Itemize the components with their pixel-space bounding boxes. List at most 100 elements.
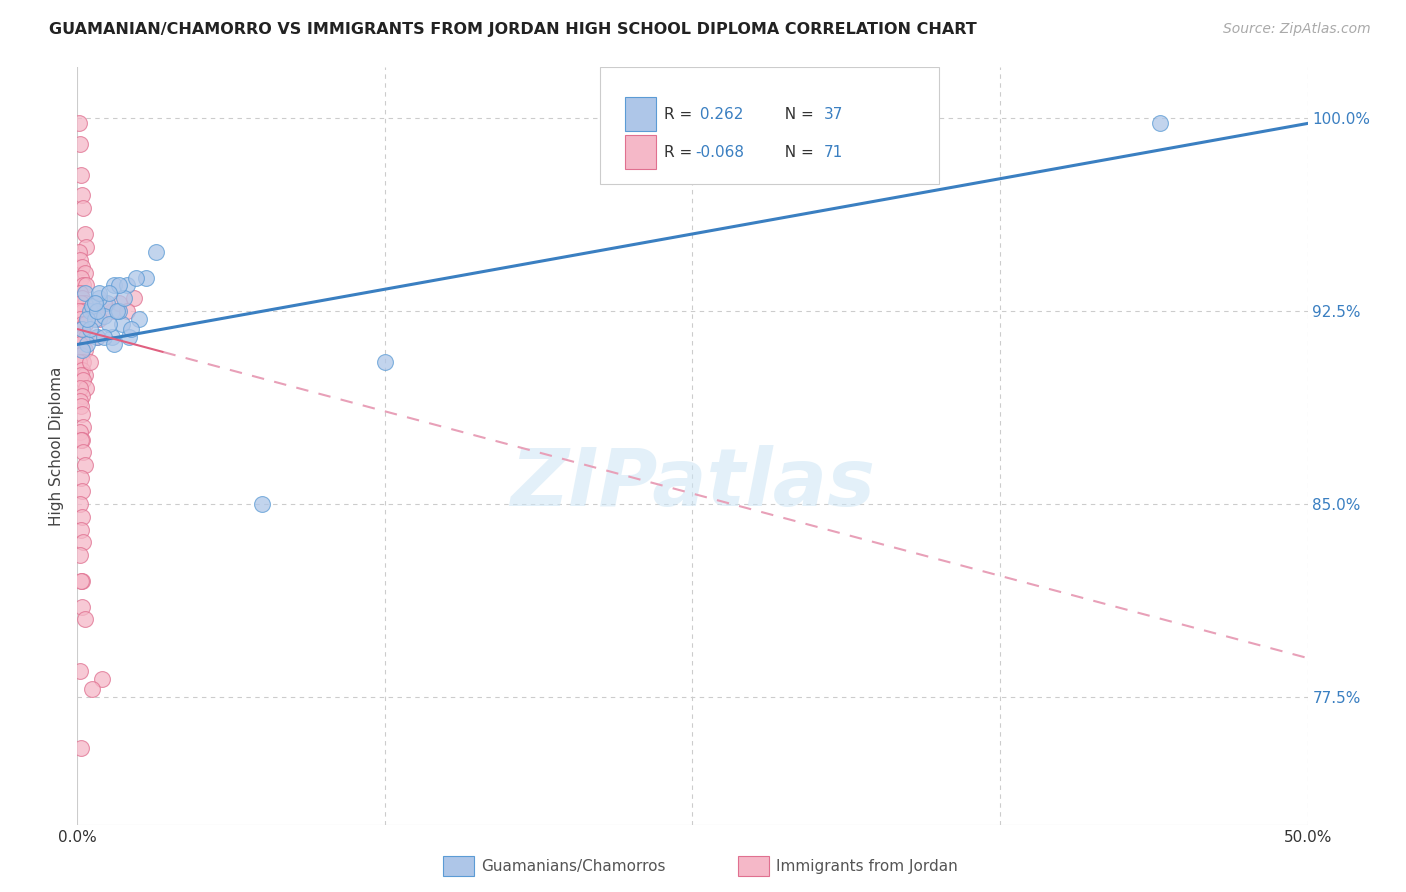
Point [118,330,141,344]
Point [70,471,93,485]
Point [89,291,111,305]
Point [70,433,93,447]
Point [72,278,94,293]
Point [69,381,91,395]
Point [70,509,93,524]
Text: R =: R = [664,107,697,122]
Point [103,278,125,293]
Text: Source: ZipAtlas.com: Source: ZipAtlas.com [1223,22,1371,37]
Point [93,309,115,323]
Text: 0.262: 0.262 [695,107,744,122]
Point [70,741,93,756]
Point [72,304,94,318]
Point [70,168,93,182]
Point [73,368,96,383]
Point [70,483,93,498]
Text: N =: N = [775,145,818,160]
Point [69,394,91,409]
Point [115,304,138,318]
Point [72,374,94,388]
Point [73,612,96,626]
Point [122,291,145,305]
Point [70,407,93,421]
Point [96,296,118,310]
Point [69,425,91,439]
Text: GUAMANIAN/CHAMORRO VS IMMIGRANTS FROM JORDAN HIGH SCHOOL DIPLOMA CORRELATION CHA: GUAMANIAN/CHAMORRO VS IMMIGRANTS FROM JO… [49,22,977,37]
Point [79,304,101,318]
Point [82,299,104,313]
Point [67,355,90,369]
Point [86,304,108,318]
Text: 37: 37 [824,107,844,122]
Point [145,244,167,259]
Y-axis label: High School Diploma: High School Diploma [49,367,65,525]
Point [76,337,98,351]
Point [76,311,98,326]
Text: R =: R = [664,145,697,160]
Point [101,304,124,318]
Point [69,337,91,351]
Point [101,330,124,344]
Point [70,389,93,403]
Point [83,296,105,310]
Point [86,330,108,344]
Bar [624,135,655,169]
Point [69,497,91,511]
Point [70,343,93,357]
Point [70,291,93,305]
Point [72,419,94,434]
Point [67,116,90,130]
Point [70,574,93,588]
Point [125,270,148,285]
Point [69,548,91,562]
Point [98,286,121,301]
Point [72,201,94,215]
Point [73,266,96,280]
Point [89,286,111,301]
Point [135,270,157,285]
Point [70,188,93,202]
Point [128,311,150,326]
Bar [624,97,655,131]
Point [115,278,138,293]
Point [75,330,97,344]
Point [70,574,93,588]
Text: Immigrants from Jordan: Immigrants from Jordan [776,859,957,873]
Point [72,535,94,549]
Point [67,304,90,318]
Point [73,286,96,301]
Point [70,317,93,331]
Point [69,252,91,267]
Point [108,296,131,310]
Point [70,399,93,413]
Point [70,260,93,275]
Point [112,291,135,305]
Point [374,355,396,369]
Point [1149,116,1171,130]
Point [121,322,143,336]
Point [108,278,131,293]
Point [70,296,93,310]
FancyBboxPatch shape [600,67,939,185]
Point [73,458,96,473]
Text: Guamanians/Chamorros: Guamanians/Chamorros [481,859,665,873]
Point [83,311,105,326]
Point [69,286,91,301]
Point [86,330,108,344]
Point [82,681,104,696]
Point [89,311,111,326]
Point [98,317,121,331]
Point [72,355,94,369]
Text: 71: 71 [824,145,844,160]
Text: ZIPatlas: ZIPatlas [510,445,875,523]
Point [93,296,115,310]
Text: N =: N = [775,107,818,122]
Point [108,304,131,318]
Point [111,317,132,331]
Point [73,343,96,357]
Point [67,244,90,259]
Point [69,664,91,678]
Point [250,497,273,511]
Point [73,227,96,241]
Point [70,433,93,447]
